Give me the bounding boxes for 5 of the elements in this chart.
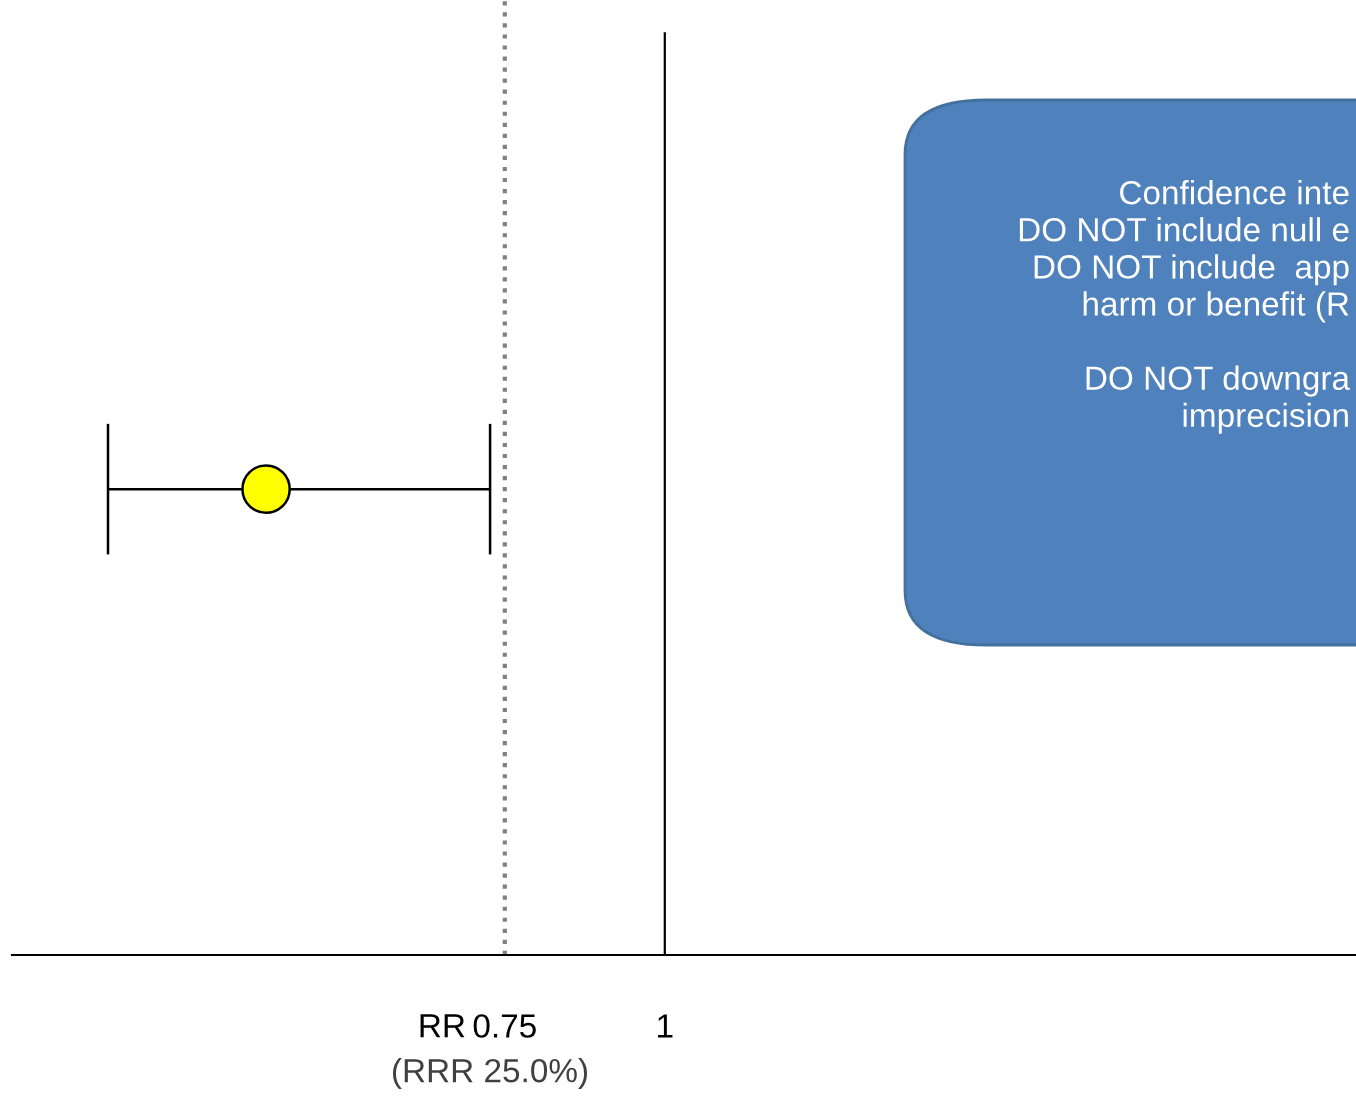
- text: (RRR 25.0%): [392, 1058, 588, 1090]
- text: RR: [420, 1014, 465, 1038]
- x-tick-label: 1: [658, 1014, 673, 1038]
- text: Confidence inte DO NOT include null e DO NOT include app harm or benefit (R DO NOT downgra imprecision: [1019, 180, 1351, 434]
- x-tick-label: 0.75: [473, 1014, 536, 1038]
